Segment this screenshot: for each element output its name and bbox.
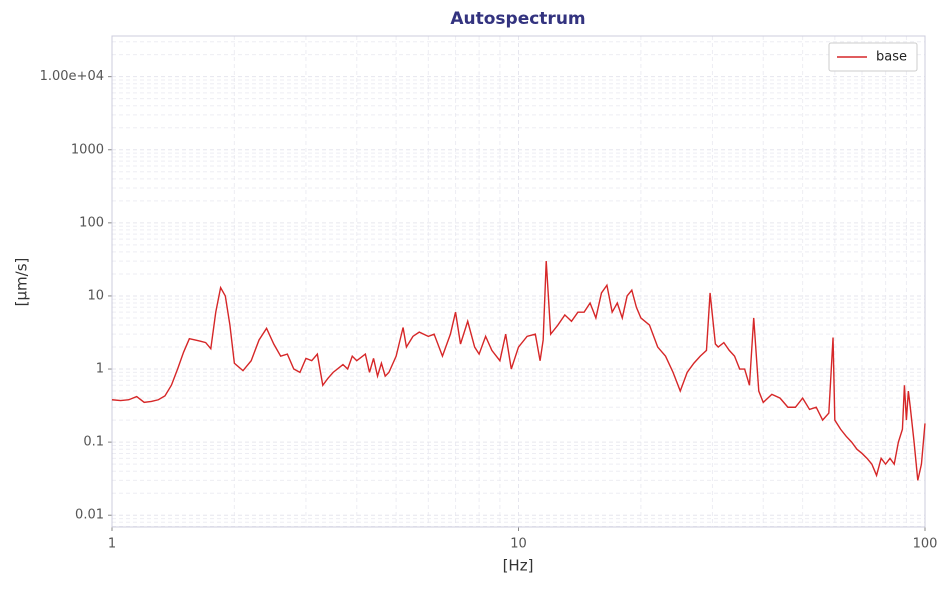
y-tick-label: 100 [79,215,104,230]
x-tick-label: 100 [913,537,938,552]
chart-title: Autospectrum [450,9,585,29]
y-tick-label: 1.00e+04 [40,69,104,84]
y-tick-label: 1 [96,362,104,377]
y-axis-label: [µm/s] [13,258,31,307]
y-tick-label: 0.01 [75,508,104,523]
legend-box [828,42,918,72]
x-tick-label: 10 [510,537,527,552]
y-tick-label: 1000 [71,142,104,157]
y-tick-label: 0.1 [83,435,104,450]
plot-frame [111,35,926,528]
y-tick-label: 10 [87,288,104,303]
x-axis-label: [Hz] [503,557,534,575]
data-line [111,261,926,481]
legend-label: base [876,50,907,65]
x-tick-label: 1 [108,537,116,552]
